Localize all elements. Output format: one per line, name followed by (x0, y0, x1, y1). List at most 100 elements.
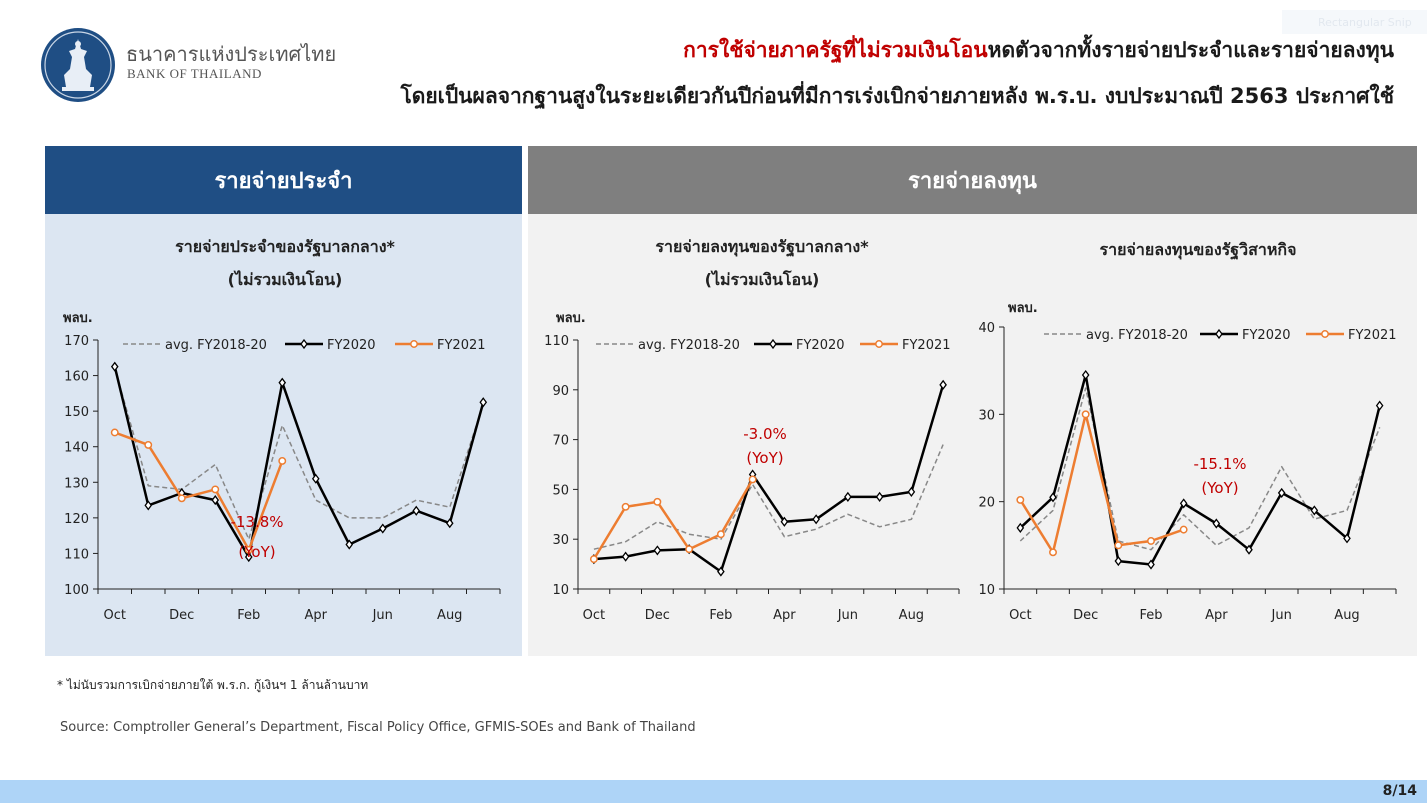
legend-marker-fy2020 (1215, 328, 1223, 340)
yoy-annotation-value: -3.0% (743, 425, 787, 443)
legend-label-fy2020: FY2020 (327, 338, 376, 353)
yoy-annotation-label: (YoY) (1201, 479, 1238, 497)
x-tick-label: Jun (837, 608, 858, 623)
y-tick-label: 10 (552, 583, 569, 598)
data-point-fy2021 (144, 440, 153, 449)
chart-title: รายจ่ายประจำของรัฐบาลกลาง* (175, 237, 395, 257)
data-point-fy2021 (589, 555, 598, 564)
data-point-fy2020 (1147, 559, 1155, 570)
y-tick-label: 110 (544, 334, 569, 349)
legend-label-fy2020: FY2020 (1242, 328, 1291, 343)
x-tick-label: Aug (437, 608, 462, 623)
yoy-annotation-value: -15.1% (1193, 455, 1246, 473)
x-tick-label: Apr (773, 608, 796, 623)
data-point-fy2020 (345, 539, 354, 550)
x-tick-label: Jun (372, 608, 393, 623)
panel-body-investment (528, 214, 1417, 656)
footnote: * ไม่นับรวมการเบิกจ่ายภายใต้ พ.ร.ก. กู้เ… (57, 678, 369, 692)
bottom-bar (0, 780, 1427, 803)
y-tick-label: 50 (552, 483, 569, 498)
x-tick-label: Feb (709, 608, 732, 623)
data-point-fy2020 (211, 494, 220, 506)
legend-marker-fy2020 (769, 338, 777, 350)
data-point-fy2020 (1081, 369, 1090, 381)
data-point-fy2021 (1179, 525, 1188, 534)
data-point-fy2020 (278, 377, 287, 388)
org-name-english: BANK OF THAILAND (127, 66, 262, 81)
data-point-fy2020 (653, 545, 662, 556)
data-point-fy2021 (1114, 541, 1123, 550)
x-tick-label: Dec (169, 608, 194, 623)
y-tick-label: 140 (64, 441, 89, 456)
legend-label-fy2021: FY2021 (1348, 328, 1397, 343)
panel-header-investment: รายจ่ายลงทุน (528, 146, 1417, 214)
x-tick-label: Aug (899, 608, 924, 623)
page-title: การใช้จ่ายภาครัฐที่ไม่รวมเงินโอนหดตัวจาก… (683, 34, 1394, 67)
data-point-fy2021 (278, 456, 287, 465)
y-tick-label: 160 (64, 370, 89, 385)
data-point-fy2020 (1343, 533, 1351, 544)
data-point-fy2020 (812, 514, 820, 525)
legend-label-fy2021: FY2021 (437, 338, 486, 353)
title-highlight: การใช้จ่ายภาครัฐที่ไม่รวมเงินโอน (683, 38, 988, 62)
y-tick-label: 90 (552, 384, 569, 399)
data-point-fy2020 (621, 551, 630, 562)
y-tick-label: 10 (978, 583, 995, 598)
data-point-fy2020 (445, 518, 454, 529)
y-tick-label: 20 (978, 496, 995, 511)
data-point-fy2021 (1147, 537, 1155, 545)
x-tick-label: Feb (1139, 608, 1162, 623)
series-line-fy2020 (593, 384, 945, 573)
legend-marker-fy2021 (875, 340, 883, 348)
data-point-fy2020 (1049, 492, 1057, 503)
data-point-fy2021 (621, 502, 630, 511)
data-point-fy2020 (907, 486, 916, 497)
x-tick-label: Apr (1205, 608, 1228, 623)
data-point-fy2020 (479, 397, 488, 408)
data-point-fy2020 (1375, 400, 1384, 411)
y-tick-label: 70 (552, 434, 569, 449)
x-tick-label: Feb (237, 608, 260, 623)
y-tick-label: 100 (64, 583, 89, 598)
series-line-fy2020 (113, 366, 485, 559)
y-tick-label: 130 (64, 476, 89, 491)
series-line-fy2021 (1019, 413, 1185, 554)
data-point-fy2020 (844, 491, 852, 502)
x-tick-label: Apr (305, 608, 328, 623)
page-number: 8/14 (1382, 783, 1417, 799)
series-line-fy2021 (114, 431, 284, 552)
chart-title: รายจ่ายลงทุนของรัฐวิสาหกิจ (1100, 240, 1297, 260)
data-point-fy2021 (716, 530, 725, 539)
bank-of-thailand-logo (41, 28, 115, 102)
series-line-avg (114, 368, 485, 540)
data-point-fy2021 (211, 485, 220, 494)
x-tick-label: Oct (104, 608, 126, 623)
data-point-fy2020 (1179, 498, 1188, 509)
legend-label-fy2021: FY2021 (902, 338, 951, 353)
y-tick-label: 30 (978, 408, 995, 423)
data-point-fy2020 (311, 473, 320, 484)
legend-marker-fy2021 (1321, 330, 1329, 338)
source-note: Source: Comptroller General’s Department… (60, 720, 696, 735)
data-point-fy2021 (1016, 495, 1025, 504)
y-axis-unit: พลบ. (63, 311, 93, 326)
legend-label-avg: avg. FY2018-20 (165, 338, 267, 353)
yoy-annotation-value: -13.8% (230, 513, 283, 531)
legend-marker-fy2020 (300, 338, 308, 350)
data-point-fy2021 (653, 497, 662, 506)
y-tick-label: 110 (64, 547, 89, 562)
data-point-fy2020 (378, 523, 387, 534)
org-name-thai: ธนาคารแห่งประเทศไทย (126, 42, 337, 66)
yoy-annotation-label: (YoY) (746, 449, 783, 467)
data-point-fy2021 (244, 545, 253, 554)
data-point-fy2020 (875, 491, 884, 502)
data-point-fy2021 (1049, 548, 1057, 557)
series-line-fy2021 (592, 478, 754, 560)
page-subtitle: โดยเป็นผลจากฐานสูงในระยะเดียวกันปีก่อนที… (400, 84, 1394, 108)
x-tick-label: Dec (1073, 608, 1098, 623)
y-tick-label: 30 (552, 533, 569, 548)
panel-header-recurrent: รายจ่ายประจำ (45, 146, 522, 214)
data-point-fy2021 (110, 428, 119, 437)
data-point-fy2020 (939, 379, 947, 390)
legend-label-avg: avg. FY2018-20 (1086, 328, 1188, 343)
